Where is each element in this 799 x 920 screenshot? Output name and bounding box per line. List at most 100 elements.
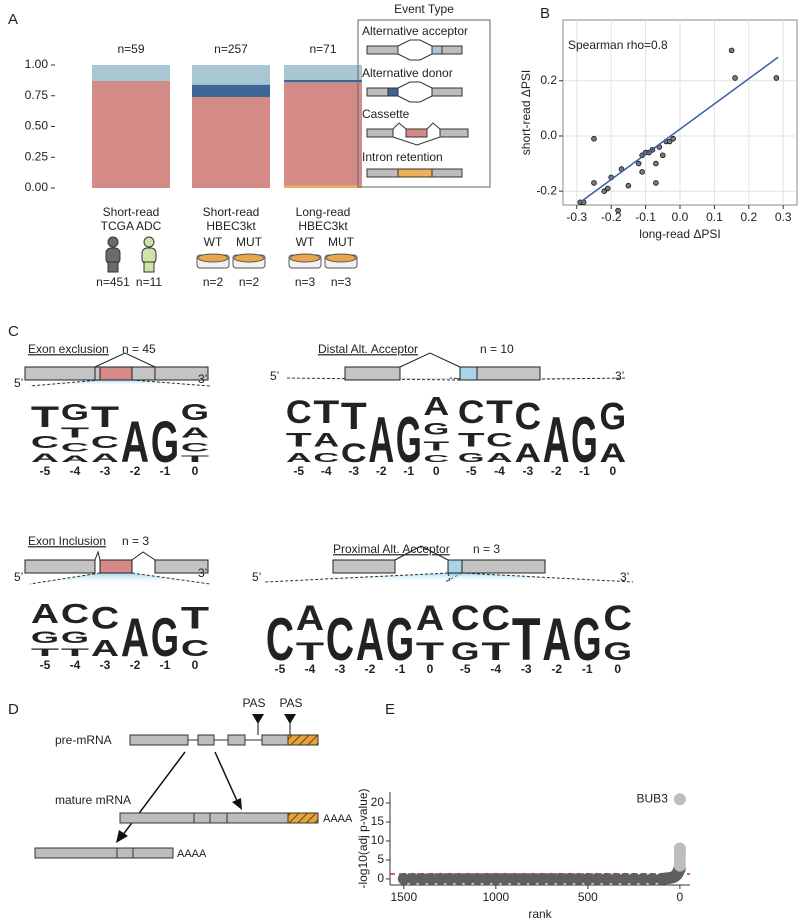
logo-position: -2	[551, 464, 562, 478]
subgroup-label: MUT	[236, 235, 263, 249]
legend-swatch	[387, 87, 399, 97]
bar-segment	[284, 82, 362, 186]
legend-swatch	[397, 168, 433, 178]
logo-position: 0	[427, 662, 434, 676]
zoom-edge	[444, 572, 463, 583]
logo-letter: G	[573, 607, 602, 674]
exon	[99, 559, 133, 574]
logo-letter: G	[31, 629, 59, 647]
logo-letter: C	[458, 395, 485, 431]
logo-letter: G	[61, 629, 89, 647]
point	[600, 872, 613, 885]
y-tick-label: 0.2	[540, 73, 557, 87]
logo-letter: A	[31, 600, 59, 630]
logo-position: -1	[160, 658, 171, 672]
logo-position: -4	[305, 662, 316, 676]
logo-letter: C	[61, 441, 91, 455]
y-tick-label: 1.00	[25, 57, 49, 71]
point	[526, 872, 539, 885]
x-tick-label: -0.2	[601, 210, 622, 224]
logo-position: -2	[365, 662, 376, 676]
logo-letter: A	[313, 430, 340, 452]
subgroup-n: n=3	[331, 275, 352, 289]
logo-position: -4	[70, 658, 81, 672]
logo-position: 0	[192, 658, 199, 672]
pre-mrna-label: pre-mRNA	[55, 733, 112, 747]
logo-position: -2	[130, 464, 141, 478]
logo-letter: G	[571, 404, 598, 476]
x-tick-label: 0.3	[775, 210, 792, 224]
logo-n: n = 10	[480, 342, 514, 356]
legend-intron	[397, 53, 433, 61]
logo-letter: T	[458, 430, 485, 452]
exon	[459, 366, 478, 381]
point	[673, 842, 686, 855]
logo-letter: G	[603, 638, 632, 666]
logo-letter: C	[266, 607, 294, 674]
dish-icon	[325, 253, 357, 263]
logo-letter: C	[326, 607, 354, 674]
y-tick-label: -0.2	[536, 183, 557, 197]
zoom-fan	[265, 573, 462, 582]
legend-swatch	[366, 45, 399, 55]
subgroup-n: n=451	[96, 275, 130, 289]
legend-label: Alternative donor	[362, 66, 453, 80]
x-tick-label: Short-read	[103, 205, 160, 219]
logo-letter: T	[416, 638, 444, 666]
point	[637, 872, 650, 885]
point	[517, 872, 530, 885]
bar-segment	[192, 84, 270, 97]
logo-letter: A	[515, 439, 542, 469]
legend-intron	[392, 136, 441, 146]
x-axis-title: rank	[528, 907, 552, 920]
point	[659, 152, 666, 159]
y-tick-label: 10	[371, 833, 385, 847]
exon	[447, 559, 463, 574]
point	[673, 793, 686, 806]
logo-letter: A	[368, 404, 394, 476]
bar-segment	[192, 96, 270, 189]
logo-letter: T	[313, 395, 339, 431]
logo-letter: C	[181, 441, 211, 455]
pas-label: PAS	[279, 696, 302, 710]
point	[625, 182, 632, 189]
logo-letter: C	[91, 433, 120, 453]
logo-position: -5	[40, 464, 51, 478]
legend-swatch	[431, 87, 463, 97]
point	[609, 872, 622, 885]
point	[554, 872, 567, 885]
logo-letter: A	[91, 635, 119, 661]
logo-position: -2	[376, 464, 387, 478]
x-tick-label: -0.3	[566, 210, 587, 224]
point	[604, 185, 611, 192]
exon	[154, 366, 209, 381]
logo-position: -2	[130, 658, 141, 672]
point	[453, 872, 466, 885]
panel-label: A	[8, 11, 18, 28]
logo-letter: T	[91, 401, 120, 434]
logo-letter: A	[121, 409, 149, 474]
logo-title: Proximal Alt. Acceptor	[333, 542, 450, 556]
x-tick-label: TCGA ADC	[101, 219, 162, 233]
legend-label: Cassette	[362, 107, 410, 121]
legend-swatch	[366, 128, 394, 138]
logo-position: -3	[521, 662, 532, 676]
transcript-diagram	[34, 714, 319, 859]
logo-position: -5	[466, 464, 477, 478]
y-tick-label: 5	[377, 852, 384, 866]
logo-position: -2	[551, 662, 562, 676]
subgroup-n: n=3	[295, 275, 316, 289]
panel-label: D	[8, 701, 19, 718]
logo-letter: T	[296, 638, 324, 666]
exon	[447, 559, 546, 574]
bar-segment	[284, 64, 362, 80]
subgroup-label: WT	[296, 235, 315, 249]
x-axis-title: long-read ΔPSI	[639, 227, 720, 241]
point	[471, 872, 484, 885]
zoom-edge	[29, 572, 101, 585]
point	[591, 135, 597, 142]
legend-swatch	[431, 168, 463, 178]
x-tick-label: 0	[677, 890, 684, 904]
logo-position: -4	[490, 662, 501, 676]
legend-swatch	[431, 45, 443, 55]
